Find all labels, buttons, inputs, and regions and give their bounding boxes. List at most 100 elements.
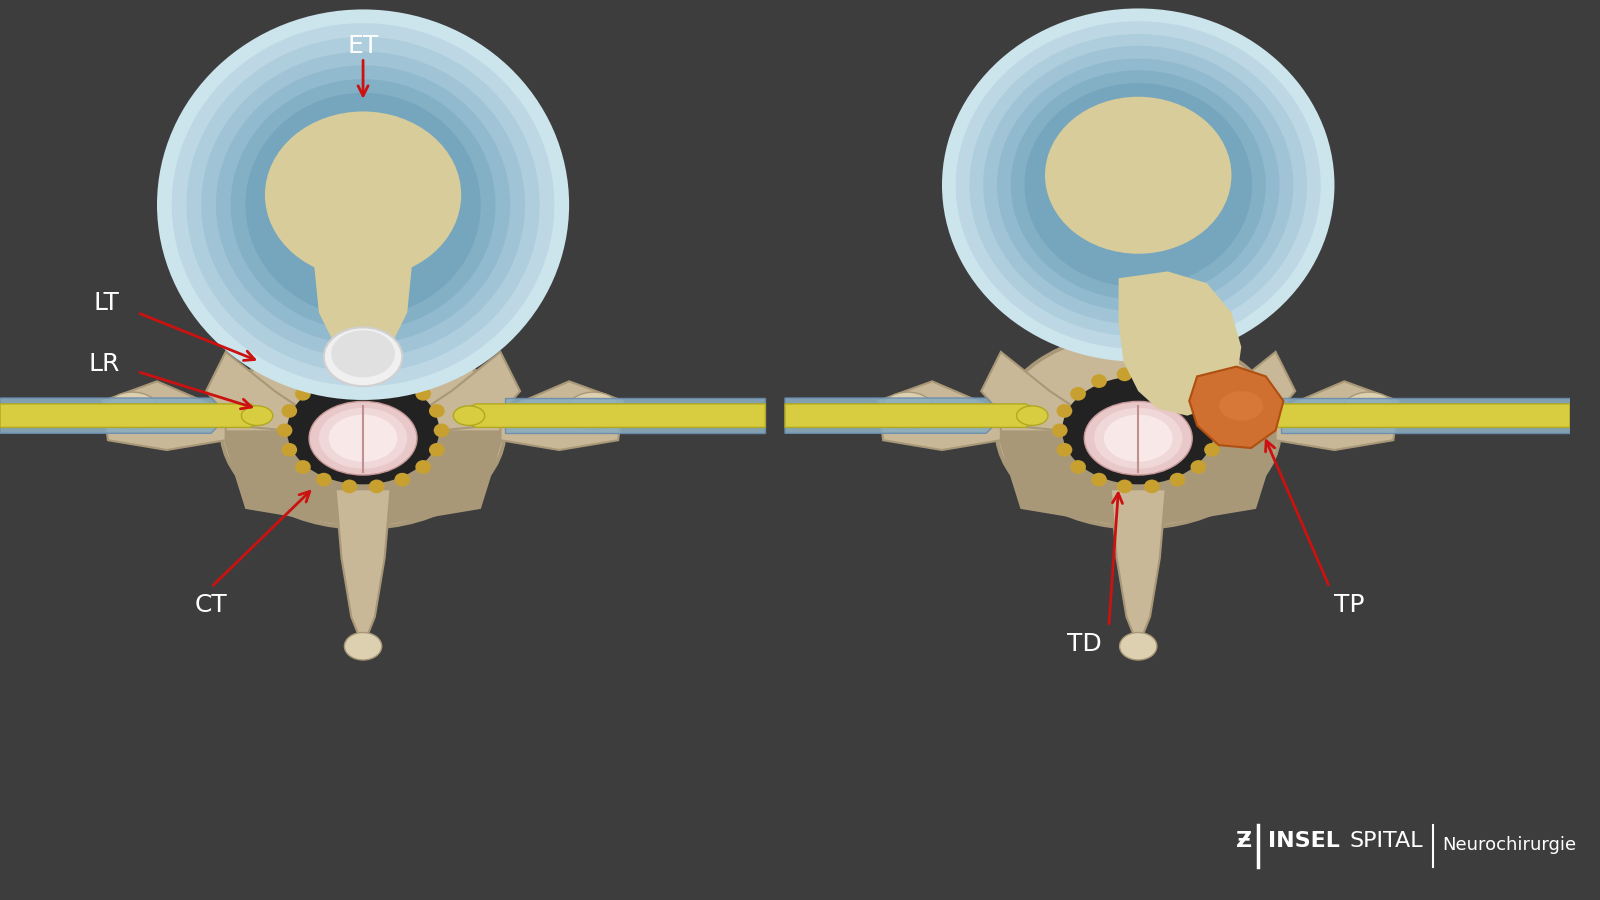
Ellipse shape xyxy=(1144,480,1160,493)
Ellipse shape xyxy=(955,22,1320,349)
Text: TD: TD xyxy=(1067,633,1102,656)
Ellipse shape xyxy=(995,332,1280,528)
Ellipse shape xyxy=(187,37,539,373)
Ellipse shape xyxy=(1205,404,1219,418)
Ellipse shape xyxy=(1091,472,1107,487)
Ellipse shape xyxy=(416,387,430,400)
Polygon shape xyxy=(314,264,413,362)
Polygon shape xyxy=(1110,490,1166,646)
Ellipse shape xyxy=(341,480,357,493)
Polygon shape xyxy=(461,404,765,428)
Ellipse shape xyxy=(880,392,934,429)
Ellipse shape xyxy=(221,332,506,528)
Ellipse shape xyxy=(323,328,402,386)
Polygon shape xyxy=(501,382,622,450)
Ellipse shape xyxy=(344,633,382,660)
Ellipse shape xyxy=(1016,406,1048,426)
Text: INSEL: INSEL xyxy=(1267,831,1339,850)
Polygon shape xyxy=(206,352,304,430)
Ellipse shape xyxy=(1190,387,1206,400)
Polygon shape xyxy=(1118,272,1242,416)
Polygon shape xyxy=(336,490,390,646)
Text: LT: LT xyxy=(94,291,120,315)
Ellipse shape xyxy=(453,406,485,426)
Ellipse shape xyxy=(429,443,445,456)
Ellipse shape xyxy=(1205,443,1219,456)
Polygon shape xyxy=(1197,352,1296,430)
Polygon shape xyxy=(995,430,1280,528)
Text: ET: ET xyxy=(347,33,379,58)
Polygon shape xyxy=(0,404,266,428)
Polygon shape xyxy=(786,398,995,433)
Ellipse shape xyxy=(341,367,357,382)
Ellipse shape xyxy=(157,9,570,400)
Polygon shape xyxy=(981,352,1080,430)
Ellipse shape xyxy=(315,374,331,388)
Ellipse shape xyxy=(318,408,408,469)
Text: Neurochirurgie: Neurochirurgie xyxy=(1443,836,1576,854)
Ellipse shape xyxy=(1069,382,1206,479)
Ellipse shape xyxy=(1104,415,1173,462)
Ellipse shape xyxy=(395,472,410,487)
Polygon shape xyxy=(506,398,765,433)
Ellipse shape xyxy=(294,460,310,473)
Ellipse shape xyxy=(1094,408,1182,469)
Ellipse shape xyxy=(1170,374,1186,388)
Polygon shape xyxy=(102,382,226,450)
Ellipse shape xyxy=(1045,97,1232,254)
Ellipse shape xyxy=(242,406,272,426)
Ellipse shape xyxy=(370,480,384,493)
Ellipse shape xyxy=(942,8,1334,362)
Ellipse shape xyxy=(230,79,496,330)
Ellipse shape xyxy=(245,93,482,317)
Ellipse shape xyxy=(331,330,395,377)
Ellipse shape xyxy=(315,472,331,487)
Ellipse shape xyxy=(294,382,432,479)
Ellipse shape xyxy=(1062,376,1214,484)
Ellipse shape xyxy=(434,424,450,437)
Polygon shape xyxy=(221,430,506,528)
Ellipse shape xyxy=(566,392,621,429)
Ellipse shape xyxy=(982,46,1293,324)
Ellipse shape xyxy=(395,374,410,388)
Ellipse shape xyxy=(286,376,438,484)
Ellipse shape xyxy=(970,34,1307,337)
Polygon shape xyxy=(1275,382,1398,450)
Text: SPITAL: SPITAL xyxy=(1349,831,1422,850)
Ellipse shape xyxy=(1219,392,1264,420)
Ellipse shape xyxy=(1210,424,1224,437)
Ellipse shape xyxy=(1144,367,1160,382)
Polygon shape xyxy=(1280,398,1570,433)
Ellipse shape xyxy=(997,58,1280,311)
Ellipse shape xyxy=(1117,480,1133,493)
Ellipse shape xyxy=(282,443,298,456)
Ellipse shape xyxy=(1024,83,1253,287)
Polygon shape xyxy=(1189,366,1283,448)
Ellipse shape xyxy=(1091,374,1107,388)
Ellipse shape xyxy=(1011,70,1266,300)
Ellipse shape xyxy=(1085,401,1192,475)
Ellipse shape xyxy=(282,404,298,418)
Text: TP: TP xyxy=(1334,593,1365,617)
Ellipse shape xyxy=(1056,404,1072,418)
Polygon shape xyxy=(878,382,1002,450)
Text: LR: LR xyxy=(88,352,120,375)
Ellipse shape xyxy=(1070,387,1086,400)
Ellipse shape xyxy=(309,401,418,475)
Ellipse shape xyxy=(171,23,554,386)
Ellipse shape xyxy=(1190,460,1206,473)
Ellipse shape xyxy=(106,392,160,429)
Ellipse shape xyxy=(1229,406,1259,426)
Ellipse shape xyxy=(202,51,525,358)
Text: CT: CT xyxy=(195,593,227,617)
Ellipse shape xyxy=(370,367,384,382)
Polygon shape xyxy=(786,404,1040,428)
Ellipse shape xyxy=(1342,392,1395,429)
Polygon shape xyxy=(0,398,221,433)
Polygon shape xyxy=(422,352,520,430)
Ellipse shape xyxy=(429,404,445,418)
Ellipse shape xyxy=(328,415,397,462)
Ellipse shape xyxy=(1120,633,1157,660)
Ellipse shape xyxy=(266,112,461,278)
Ellipse shape xyxy=(416,460,430,473)
